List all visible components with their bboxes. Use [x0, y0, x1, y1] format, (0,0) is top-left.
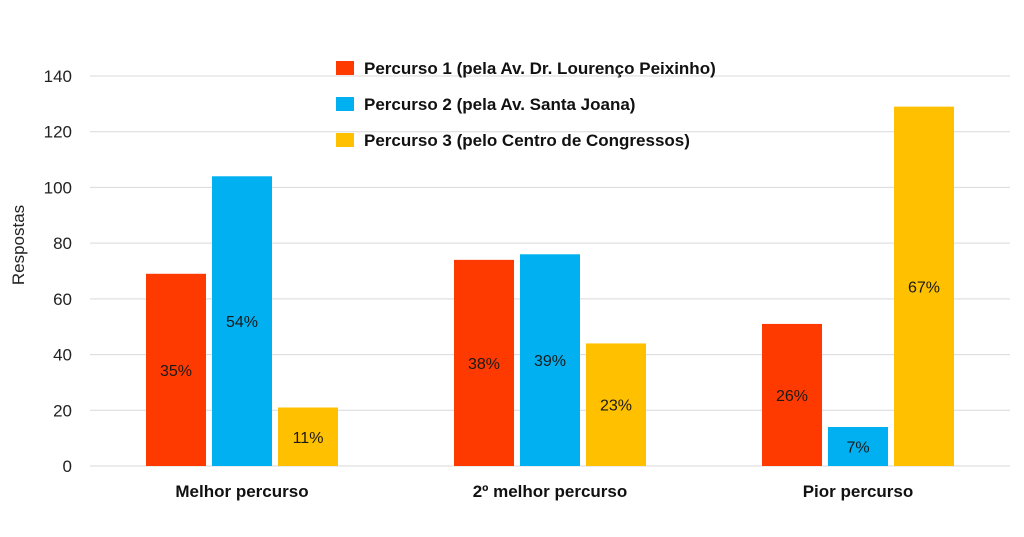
legend-entry: Percurso 3 (pelo Centro de Congressos) — [364, 131, 690, 150]
y-tick-label: 40 — [53, 346, 72, 365]
legend-entry: Percurso 2 (pela Av. Santa Joana) — [364, 95, 635, 114]
y-tick-label: 60 — [53, 290, 72, 309]
data-label: 11% — [293, 430, 324, 447]
data-label: 35% — [160, 363, 192, 380]
y-tick-label: 100 — [44, 178, 72, 197]
data-label: 7% — [846, 440, 869, 457]
legend-swatch — [336, 61, 354, 75]
y-tick-label: 20 — [53, 401, 72, 420]
data-label: 26% — [776, 388, 808, 405]
x-category-label: 2º melhor percurso — [473, 482, 628, 501]
legend: Percurso 1 (pela Av. Dr. Lourenço Peixin… — [336, 59, 716, 150]
x-category-label: Pior percurso — [803, 482, 914, 501]
bar — [828, 427, 888, 466]
data-label: 67% — [908, 279, 940, 296]
y-axis-label: Respostas — [9, 205, 28, 285]
data-label: 23% — [600, 398, 632, 415]
legend-swatch — [336, 97, 354, 111]
bar — [278, 407, 338, 466]
bar — [894, 106, 954, 467]
bar — [454, 259, 514, 466]
y-tick-label: 0 — [63, 457, 72, 476]
bar — [212, 176, 272, 467]
data-label: 39% — [534, 353, 566, 370]
legend-swatch — [336, 133, 354, 147]
bar — [586, 343, 646, 466]
legend-entry: Percurso 1 (pela Av. Dr. Lourenço Peixin… — [364, 59, 716, 78]
x-category-label: Melhor percurso — [175, 482, 308, 501]
y-tick-label: 120 — [44, 123, 72, 142]
y-axis-ticks: 0 20 40 60 80 100 120 140 — [44, 67, 72, 476]
y-tick-label: 80 — [53, 234, 72, 253]
category-labels: Melhor percurso 2º melhor percurso Pior pe… — [175, 482, 913, 501]
bar — [146, 273, 206, 466]
data-label: 38% — [468, 356, 500, 373]
bars — [146, 106, 954, 467]
y-tick-label: 140 — [44, 67, 72, 86]
bar — [520, 254, 580, 466]
bar — [762, 323, 822, 466]
data-label: 54% — [226, 314, 258, 331]
data-labels: 35% 54% 11% 38% 39% 23% 26% 7% 67% — [160, 279, 940, 456]
